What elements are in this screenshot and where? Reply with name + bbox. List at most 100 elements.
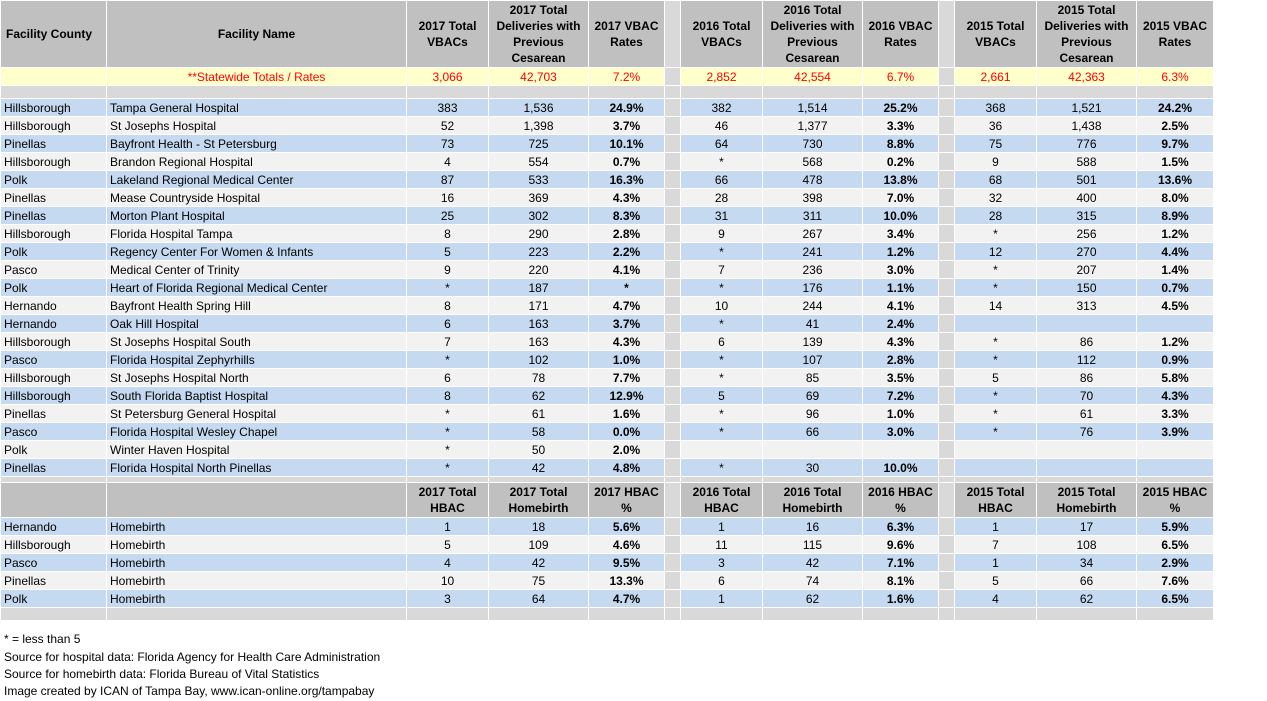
table-cell: 1,514	[762, 98, 863, 117]
column-separator	[938, 242, 955, 261]
facility-name: Oak Hill Hospital	[106, 314, 407, 333]
spacer-cell	[938, 85, 955, 99]
table-cell: 6.3%	[862, 517, 939, 536]
table-cell: 34	[1036, 553, 1137, 572]
spacer-cell	[588, 85, 665, 99]
facility-name: Florida Hospital Wesley Chapel	[106, 422, 407, 441]
table-cell: 86	[1036, 332, 1137, 351]
spacer-row	[0, 607, 1214, 621]
table-cell: 730	[762, 134, 863, 153]
table-cell: 236	[762, 260, 863, 279]
table-cell: 4.5%	[1136, 296, 1214, 315]
table-row: Polk Homebirth 3 64 4.7% 1 62 1.6% 4 62 6.5%	[0, 589, 1214, 608]
spacer-cell	[954, 85, 1037, 99]
table-cell: 382	[680, 98, 763, 117]
table-cell: 66	[762, 422, 863, 441]
spacer-cell	[938, 607, 955, 621]
table-cell: 4.3%	[862, 332, 939, 351]
column-header: 2017 Total HBAC	[406, 482, 489, 518]
table-cell: 398	[762, 188, 863, 207]
table-cell: 17	[1036, 517, 1137, 536]
table-cell	[1136, 314, 1214, 333]
table-cell: 16	[762, 517, 863, 536]
column-header: 2017 HBAC %	[588, 482, 665, 518]
footnote-credit: Image created by ICAN of Tampa Bay, www.…	[4, 684, 375, 698]
column-separator	[938, 0, 955, 68]
column-header: 2015 VBAC Rates	[1136, 0, 1214, 68]
table-cell: 3.7%	[588, 116, 665, 135]
table-cell: 5.9%	[1136, 517, 1214, 536]
spacer-cell	[406, 607, 489, 621]
table-cell: 150	[1036, 278, 1137, 297]
table-row: Polk Winter Haven Hospital * 50 2.0%	[0, 440, 1214, 459]
column-separator	[938, 571, 955, 590]
table-cell: 368	[954, 98, 1037, 117]
table-cell: 6.3%	[1136, 67, 1214, 86]
table-cell: 163	[488, 332, 589, 351]
table-cell: 42,554	[762, 67, 863, 86]
table-cell: 1	[954, 517, 1037, 536]
facility-name: Lakeland Regional Medical Center	[106, 170, 407, 189]
table-cell: 1.4%	[1136, 260, 1214, 279]
table-cell: 25	[406, 206, 489, 225]
footnote-homebirth-source: Source for homebirth data: Florida Burea…	[4, 667, 320, 681]
table-cell: 73	[406, 134, 489, 153]
table-cell: 3.3%	[1136, 404, 1214, 423]
spacer-cell	[1136, 85, 1214, 99]
spacer-cell	[862, 85, 939, 99]
table-cell: 102	[488, 350, 589, 369]
spacer-cell	[762, 85, 863, 99]
table-cell: 2.5%	[1136, 116, 1214, 135]
table-cell: 13.6%	[1136, 170, 1214, 189]
table-cell: 12	[954, 242, 1037, 261]
table-cell: 7	[406, 332, 489, 351]
table-cell: 4.1%	[862, 296, 939, 315]
table-cell: 187	[488, 278, 589, 297]
column-separator	[664, 571, 681, 590]
table-cell: *	[680, 368, 763, 387]
table-cell: 554	[488, 152, 589, 171]
column-separator	[664, 517, 681, 536]
facility-name: Winter Haven Hospital	[106, 440, 407, 459]
table-cell: 2.0%	[588, 440, 665, 459]
table-cell: 3.3%	[862, 116, 939, 135]
table-cell	[1036, 440, 1137, 459]
table-cell: 78	[488, 368, 589, 387]
table-cell: 3,066	[406, 67, 489, 86]
column-separator	[938, 206, 955, 225]
table-cell: 9	[406, 260, 489, 279]
table-cell: 725	[488, 134, 589, 153]
table-cell: 87	[406, 170, 489, 189]
table-cell	[1036, 458, 1137, 477]
column-separator	[938, 98, 955, 117]
table-cell: 163	[488, 314, 589, 333]
spacer-cell	[664, 85, 681, 99]
table-cell: *	[954, 350, 1037, 369]
column-separator	[664, 350, 681, 369]
table-cell: 1.6%	[862, 589, 939, 608]
statewide-totals-row: **Statewide Totals / Rates 3,066 42,703 7.2…	[0, 67, 1214, 86]
column-header: 2015 Total VBACs	[954, 0, 1037, 68]
table-cell	[1036, 314, 1137, 333]
facility-name: Tampa General Hospital	[106, 98, 407, 117]
table-cell: 9.6%	[862, 535, 939, 554]
facility-county: Hillsborough	[0, 386, 107, 405]
table-cell: 4	[406, 553, 489, 572]
table-cell: 41	[762, 314, 863, 333]
table-cell: 42,363	[1036, 67, 1137, 86]
table-cell: *	[954, 332, 1037, 351]
facility-county: Hernando	[0, 296, 107, 315]
table-row: Pinellas Homebirth 10 75 13.3% 6 74 8.1% 5 66 7.6%	[0, 571, 1214, 590]
table-cell: 383	[406, 98, 489, 117]
table-cell: 25.2%	[862, 98, 939, 117]
table-row: Hillsborough St Josephs Hospital North 6 78…	[0, 368, 1214, 387]
table-cell: 1,398	[488, 116, 589, 135]
column-separator	[938, 482, 955, 518]
table-row: Hillsborough St Josephs Hospital South 7 16…	[0, 332, 1214, 351]
table-cell: 7.2%	[862, 386, 939, 405]
facility-county: Pasco	[0, 553, 107, 572]
table-cell: *	[680, 242, 763, 261]
facility-name: Bayfront Health Spring Hill	[106, 296, 407, 315]
column-separator	[664, 278, 681, 297]
table-cell: 4.4%	[1136, 242, 1214, 261]
